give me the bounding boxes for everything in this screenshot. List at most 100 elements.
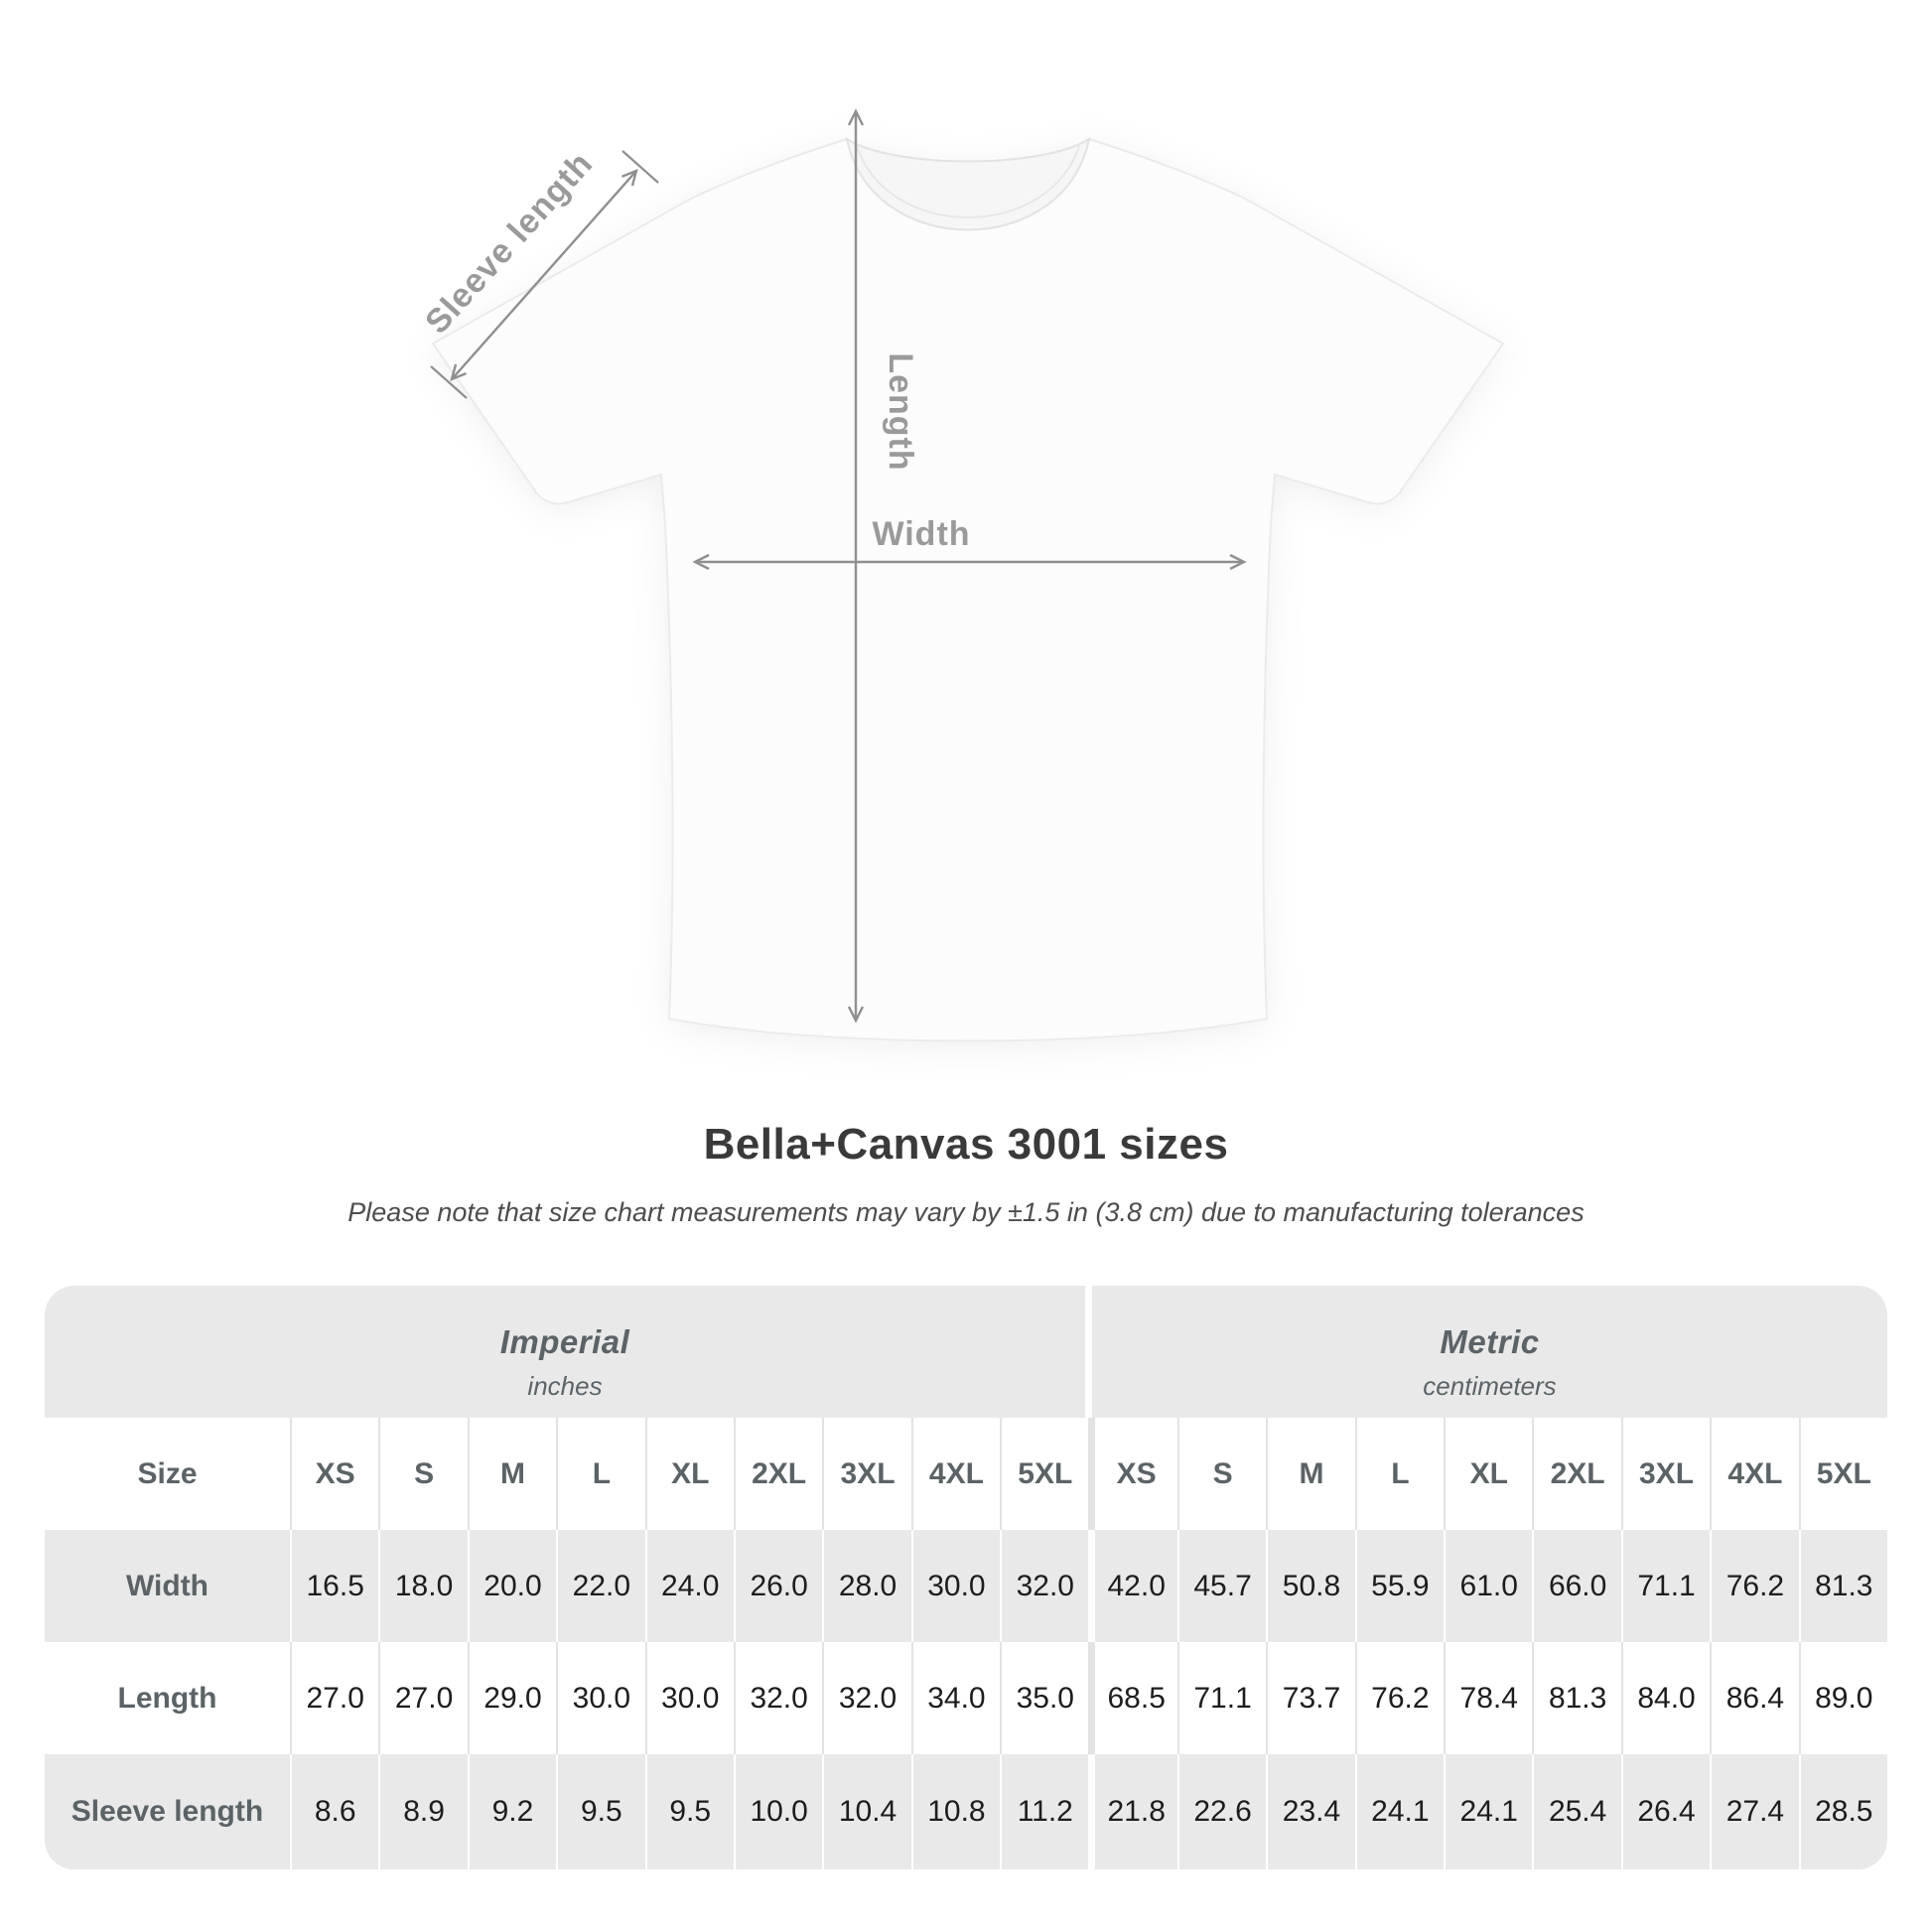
table-cell: 26.0 (733, 1530, 822, 1642)
row-label: Length (117, 1681, 217, 1715)
table-cell: 28.0 (822, 1530, 910, 1642)
table-cell: 86.4 (1710, 1642, 1798, 1754)
size-col-header: S (1176, 1418, 1266, 1530)
size-col-header: 2XL (1532, 1418, 1620, 1530)
imperial-unit: inches (527, 1371, 603, 1401)
imperial-title: Imperial (499, 1323, 630, 1360)
table-cell: 27.0 (378, 1642, 467, 1754)
table-cell: 25.4 (1532, 1754, 1620, 1869)
size-col-header: 5XL (1000, 1418, 1088, 1530)
tshirt-body (431, 137, 1505, 1042)
table-cell: 35.0 (1000, 1642, 1088, 1754)
table-cell: 42.0 (1088, 1530, 1176, 1642)
sleeve-length-arrow (450, 168, 638, 382)
size-col-header: L (1354, 1418, 1444, 1530)
table-cell: 9.5 (644, 1754, 734, 1869)
table-cell: 76.2 (1710, 1530, 1798, 1642)
measurement-annotations (430, 108, 1247, 1024)
tshirt-collar-ribbing (855, 142, 1081, 218)
tshirt-collar (845, 136, 1091, 231)
table-cell: 26.4 (1620, 1754, 1710, 1869)
table-cell: 30.0 (644, 1642, 734, 1754)
table-cell: 8.6 (290, 1754, 378, 1869)
table-cell: 84.0 (1620, 1642, 1710, 1754)
metric-header: Metric centimeters (1092, 1286, 1887, 1418)
row-label: Sleeve length (70, 1795, 264, 1828)
size-col-header: XL (644, 1418, 734, 1530)
table-cell: 24.1 (1354, 1754, 1444, 1869)
table-cell: 18.0 (378, 1530, 467, 1642)
size-col-header: 4XL (910, 1418, 1000, 1530)
table-cell: 30.0 (910, 1530, 1000, 1642)
table-cell: 28.5 (1798, 1754, 1887, 1869)
metric-unit: centimeters (1423, 1371, 1557, 1401)
table-cell: 23.4 (1266, 1754, 1354, 1869)
size-col-header: 2XL (733, 1418, 822, 1530)
table-cell: 71.1 (1620, 1530, 1710, 1642)
size-col-header: 3XL (1620, 1418, 1710, 1530)
size-header-row: Size XS S M L XL 2XL 3XL 4XL 5XL XS S M … (45, 1418, 1887, 1530)
table-cell: 10.8 (910, 1754, 1000, 1869)
table-cell: 45.7 (1176, 1530, 1266, 1642)
imperial-header: Imperial inches (45, 1286, 1085, 1418)
metric-title: Metric (1440, 1323, 1540, 1360)
table-cell: 32.0 (733, 1642, 822, 1754)
size-col-header: XL (1444, 1418, 1532, 1530)
size-col-header: XS (1088, 1418, 1176, 1530)
size-table: Imperial inches Metric centimeters Size … (45, 1286, 1887, 1869)
page-subtitle: Please note that size chart measurements… (347, 1197, 1585, 1227)
table-cell: 81.3 (1798, 1530, 1887, 1642)
table-cell: 34.0 (910, 1642, 1000, 1754)
table-cell: 76.2 (1354, 1642, 1444, 1754)
size-col-header: L (556, 1418, 644, 1530)
size-col-header: M (467, 1418, 556, 1530)
table-cell: 11.2 (1000, 1754, 1088, 1869)
tshirt-illustration (431, 136, 1505, 1042)
size-col-header: 3XL (822, 1418, 910, 1530)
size-col-header: XS (290, 1418, 378, 1530)
table-cell: 20.0 (467, 1530, 556, 1642)
table-cell: 32.0 (1000, 1530, 1088, 1642)
table-cell: 24.1 (1444, 1754, 1532, 1869)
table-cell: 32.0 (822, 1642, 910, 1754)
table-cell: 50.8 (1266, 1530, 1354, 1642)
unit-header-row: Imperial inches Metric centimeters (45, 1286, 1887, 1418)
table-cell: 61.0 (1444, 1530, 1532, 1642)
length-label: Length (882, 352, 919, 471)
table-cell: 16.5 (290, 1530, 378, 1642)
table-cell: 66.0 (1532, 1530, 1620, 1642)
table-cell: 27.4 (1710, 1754, 1798, 1869)
table-cell: 22.0 (556, 1530, 644, 1642)
table-cell: 24.0 (644, 1530, 734, 1642)
table-cell: 73.7 (1266, 1642, 1354, 1754)
page-title: Bella+Canvas 3001 sizes (703, 1120, 1229, 1169)
table-cell: 71.1 (1176, 1642, 1266, 1754)
table-cell: 8.9 (378, 1754, 467, 1869)
tshirt-measurement-diagram: Sleeve length Length Width (418, 108, 1505, 1042)
width-row: Width 16.5 18.0 20.0 22.0 24.0 26.0 28.0… (45, 1530, 1887, 1642)
table-cell: 78.4 (1444, 1642, 1532, 1754)
sleeve-length-end-ticks (430, 150, 659, 399)
table-cell: 81.3 (1532, 1642, 1620, 1754)
table-cell: 9.2 (467, 1754, 556, 1869)
size-col-header: 4XL (1710, 1418, 1798, 1530)
table-cell: 29.0 (467, 1642, 556, 1754)
size-col-header: S (378, 1418, 467, 1530)
table-cell: 89.0 (1798, 1642, 1887, 1754)
size-corner-label: Size (137, 1456, 198, 1490)
table-cell: 10.0 (733, 1754, 822, 1869)
table-cell: 22.6 (1176, 1754, 1266, 1869)
tshirt-diagram-svg: Sleeve length Length Width (418, 108, 1505, 1042)
width-label: Width (872, 515, 970, 553)
table-cell: 68.5 (1088, 1642, 1176, 1754)
length-row: Length 27.0 27.0 29.0 30.0 30.0 32.0 32.… (45, 1642, 1887, 1754)
table-cell: 9.5 (556, 1754, 644, 1869)
table-cell: 27.0 (290, 1642, 378, 1754)
size-col-header: 5XL (1798, 1418, 1887, 1530)
table-cell: 55.9 (1354, 1530, 1444, 1642)
table-cell: 30.0 (556, 1642, 644, 1754)
sleeve-length-row: Sleeve length 8.6 8.9 9.2 9.5 9.5 10.0 1… (45, 1754, 1887, 1869)
row-label: Width (125, 1569, 209, 1602)
table-cell: 10.4 (822, 1754, 910, 1869)
table-cell: 21.8 (1088, 1754, 1176, 1869)
